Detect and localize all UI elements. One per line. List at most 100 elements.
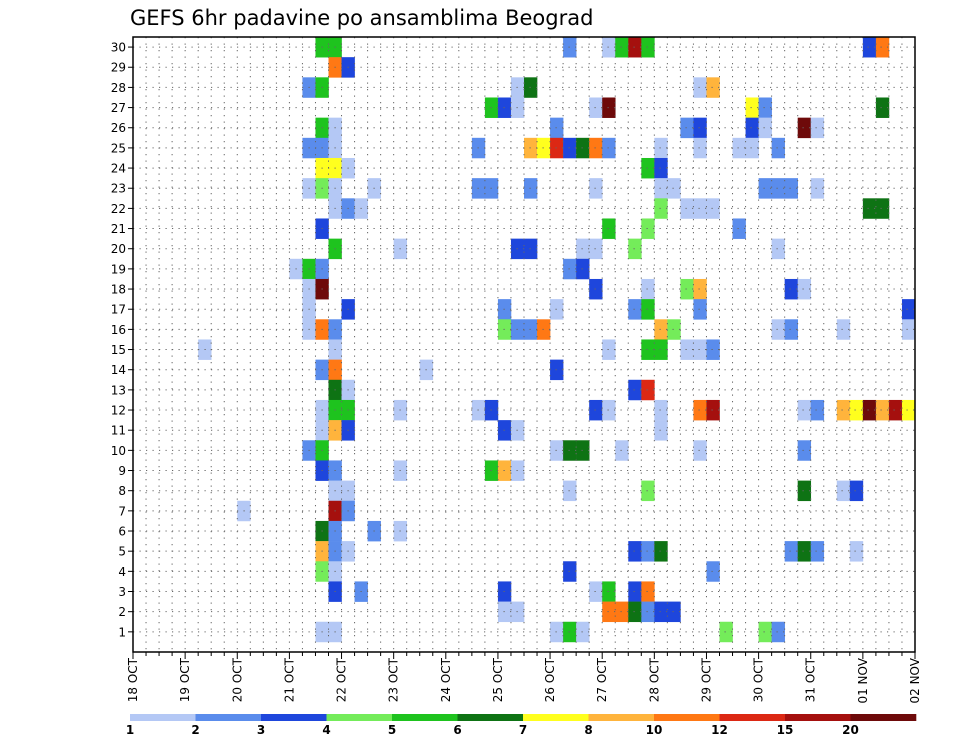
heatmap-cell <box>589 278 603 300</box>
y-tick-label: 1 <box>118 625 126 639</box>
heatmap-cell <box>628 379 642 401</box>
y-tick-label: 19 <box>111 262 126 276</box>
x-tick-label: 20 OCT <box>230 657 244 702</box>
x-tick-label: 23 OCT <box>387 657 401 702</box>
colorbar-label: 7 <box>519 723 527 737</box>
heatmap-cell <box>641 601 655 623</box>
y-tick-label: 10 <box>111 444 126 458</box>
heatmap-cell <box>602 137 616 159</box>
heatmap-cell <box>602 37 616 58</box>
heatmap-cell <box>745 137 759 159</box>
heatmap-cell <box>641 581 655 602</box>
y-tick-label: 15 <box>111 343 126 357</box>
colorbar-label: 2 <box>191 723 199 737</box>
colorbar-label: 10 <box>646 723 663 737</box>
heatmap-cell <box>563 561 577 582</box>
heatmap-cell <box>693 339 707 360</box>
heatmap-cell <box>810 117 825 139</box>
colorbar-label: 6 <box>453 723 461 737</box>
heatmap-cell <box>602 399 616 421</box>
colorbar-swatch <box>130 714 196 721</box>
colorbar-swatch <box>850 714 917 721</box>
heatmap-cell <box>576 440 590 461</box>
heatmap-cell <box>862 198 877 219</box>
colorbar-swatch <box>457 714 524 721</box>
heatmap-cell <box>628 601 642 623</box>
heatmap-cell <box>550 440 564 461</box>
heatmap-cell <box>602 218 616 239</box>
colorbar-swatch <box>392 714 458 721</box>
heatmap-cell <box>901 299 916 320</box>
y-tick-label: 5 <box>118 545 126 559</box>
y-tick-label: 7 <box>118 504 126 518</box>
y-tick-label: 27 <box>111 101 126 115</box>
heatmap-cell <box>641 278 655 300</box>
heatmap-cell <box>576 238 590 260</box>
heatmap-cell <box>888 399 903 421</box>
heatmap-cell <box>602 339 616 360</box>
heatmap-cell <box>589 581 603 602</box>
heatmap-cell <box>641 218 655 239</box>
y-tick-label: 29 <box>111 61 126 75</box>
heatmap-cell <box>628 299 642 320</box>
heatmap-cell <box>771 238 785 260</box>
heatmap-cell <box>745 97 759 118</box>
heatmap-cell <box>563 137 577 159</box>
heatmap-cell <box>875 97 890 118</box>
colorbar-swatch <box>785 714 851 721</box>
heatmap-cell <box>576 137 590 159</box>
y-tick-label: 25 <box>111 141 126 155</box>
heatmap-cell <box>550 621 564 643</box>
heatmap-cell <box>576 258 590 280</box>
heatmap-cell <box>693 299 707 320</box>
heatmap-cell <box>901 399 916 421</box>
y-tick-label: 6 <box>118 525 126 539</box>
x-tick-label: 02 NOV <box>908 657 922 703</box>
heatmap-cell <box>693 117 707 139</box>
heatmap-cell <box>693 137 707 159</box>
y-tick-label: 21 <box>111 222 126 236</box>
heatmap-cell <box>706 77 720 98</box>
colorbar-label: 4 <box>322 723 330 737</box>
y-tick-label: 2 <box>118 605 126 619</box>
y-tick-label: 4 <box>118 565 126 579</box>
heatmap-cell <box>667 601 681 623</box>
colorbar-label: 5 <box>388 723 396 737</box>
heatmap-cell <box>641 37 655 58</box>
heatmap-cell <box>628 541 642 562</box>
heatmap-cell <box>602 581 616 602</box>
x-tick-label: 31 OCT <box>804 657 818 702</box>
heatmap-cell <box>602 601 616 623</box>
heatmap-cell <box>550 299 564 320</box>
heatmap-cell <box>797 278 812 300</box>
heatmap-cell <box>654 137 668 159</box>
heatmap-cell <box>797 480 812 502</box>
y-tick-label: 18 <box>111 283 126 297</box>
x-tick-label: 30 OCT <box>752 657 766 702</box>
heatmap-cell <box>654 541 668 562</box>
y-tick-label: 24 <box>111 162 126 176</box>
heatmap-cell <box>654 178 668 199</box>
heatmap-cell <box>693 440 707 461</box>
heatmap-cell <box>563 480 577 502</box>
heatmap-cell <box>836 480 851 502</box>
y-axis: 1234567891011121314151617181920212223242… <box>111 41 133 639</box>
colorbar-swatch <box>588 714 655 721</box>
heatmap-cell <box>706 399 720 421</box>
colorbar-swatch <box>326 714 393 721</box>
heatmap-cell <box>719 621 733 643</box>
y-tick-label: 22 <box>111 202 126 216</box>
heatmap-cell <box>784 319 798 340</box>
heatmap-cell <box>810 178 825 199</box>
y-tick-label: 26 <box>111 121 126 135</box>
grid-lines <box>133 37 915 652</box>
x-tick-label: 27 OCT <box>595 657 609 702</box>
heatmap-cell <box>641 299 655 320</box>
heatmap-cell <box>836 319 851 340</box>
y-tick-label: 13 <box>111 383 126 397</box>
y-tick-label: 17 <box>111 303 126 317</box>
colorbar-label: 8 <box>584 723 592 737</box>
colorbar-label: 12 <box>711 723 728 737</box>
heatmap-cell <box>810 541 825 562</box>
heatmap-cell <box>550 359 564 381</box>
